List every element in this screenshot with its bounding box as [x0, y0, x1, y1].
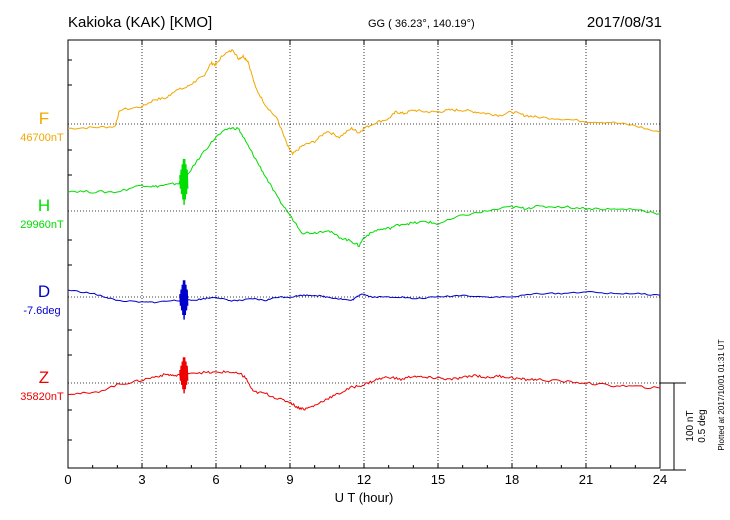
spike-d — [179, 280, 189, 320]
plotted-note: Plotted at 2017/10/01 01:31 UT — [717, 339, 726, 450]
x-tick-label: 0 — [64, 472, 71, 487]
x-tick-label: 24 — [653, 472, 667, 487]
station-title: Kakioka (KAK) [KMO] — [68, 14, 212, 31]
x-tick-label: 6 — [212, 472, 219, 487]
x-tick-label: 21 — [579, 472, 593, 487]
x-tick-label: 12 — [357, 472, 371, 487]
component-label-h: H — [38, 196, 50, 215]
x-tick-label: 9 — [286, 472, 293, 487]
component-label-f: F — [39, 109, 49, 128]
series-lines — [67, 48, 661, 411]
grid-lines — [141, 40, 587, 468]
scale-bar — [660, 382, 686, 471]
component-labels: F 46700nT H 29960nT D -7.6deg Z 35820nT — [20, 109, 64, 403]
x-tick-label: 3 — [138, 472, 145, 487]
spike-z — [179, 357, 189, 394]
baseline-value-d: -7.6deg — [23, 305, 60, 317]
component-label-d: D — [38, 282, 50, 301]
x-tick-label: 15 — [431, 472, 445, 487]
scale-bar-deg-label: 0.5 deg — [697, 409, 708, 442]
coordinates-label: GG ( 36.23°, 140.19°) — [368, 18, 475, 30]
baseline-value-f: 46700nT — [20, 132, 64, 144]
baseline-value-h: 29960nT — [20, 219, 64, 231]
baseline-value-z: 35820nT — [20, 391, 64, 403]
x-axis-ticks: 0 3 6 9 12 15 18 21 24 — [64, 40, 667, 487]
series-line-d — [67, 289, 661, 304]
series-line-f — [67, 48, 661, 156]
date-label: 2017/08/31 — [587, 14, 662, 31]
spike-h — [179, 158, 189, 205]
scale-bar-nt-label: 100 nT — [685, 410, 696, 441]
x-tick-label: 18 — [505, 472, 519, 487]
x-axis-label: U T (hour) — [335, 490, 394, 505]
component-label-z: Z — [39, 368, 49, 387]
